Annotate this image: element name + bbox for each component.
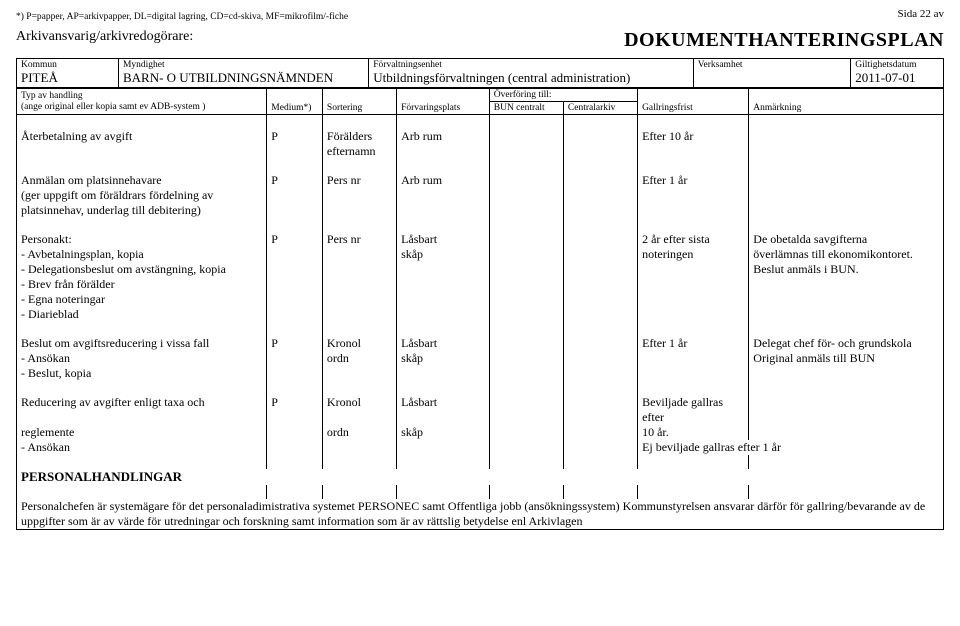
r4c3b: ordn	[322, 351, 396, 366]
r1c1: Återbetalning av avgift	[17, 129, 267, 144]
subheader-col6: Gallringsfrist	[638, 89, 749, 115]
r2c1a: Anmälan om platsinnehavare	[17, 173, 267, 188]
subheader-col5b: Centralarkiv	[563, 102, 637, 115]
r2c1c: platsinnehav, underlag till debitering)	[17, 203, 267, 218]
r3c1d: - Brev från förälder	[17, 277, 267, 292]
r3c7a: De obetalda savgifterna	[749, 232, 944, 247]
page-number: Sida 22 av	[898, 8, 944, 20]
r5c6a: Beviljade gallras efter	[638, 395, 749, 425]
verksamhet-label: Verksamhet	[698, 60, 847, 70]
r2c3: Pers nr	[322, 173, 396, 188]
kommun-value: PITEÅ	[21, 70, 114, 86]
r4c2: P	[267, 336, 323, 351]
r5c4a: Låsbart	[397, 395, 490, 425]
r3c6b: noteringen	[638, 247, 749, 262]
r3c3: Pers nr	[322, 232, 396, 247]
r1c2: P	[267, 129, 323, 144]
giltighetsdatum-label: Giltighetsdatum	[855, 60, 939, 70]
subheader-col7: Anmärkning	[749, 89, 944, 115]
subheader-col5top: Överföring till:	[489, 89, 637, 102]
subheader-col3: Sortering	[322, 89, 396, 115]
r4c4a: Låsbart	[397, 336, 490, 351]
section-title: PERSONALHANDLINGAR	[17, 469, 944, 485]
r4c7b: Original anmäls till BUN	[749, 351, 944, 366]
r3c7b: överlämnas till ekonomikontoret.	[749, 247, 944, 262]
r5c3a: Kronol	[322, 395, 396, 425]
r4c7a: Delegat chef för- och grundskola	[749, 336, 944, 351]
r1c6: Efter 10 år	[638, 129, 749, 144]
r4c4b: skåp	[397, 351, 490, 366]
r3c1e: - Egna noteringar	[17, 292, 267, 307]
r5c2: P	[267, 395, 323, 425]
r5c3b: ordn	[322, 425, 396, 440]
r3c4a: Låsbart	[397, 232, 490, 247]
r5c6c: Ej beviljade gallras efter 1 år	[638, 440, 944, 455]
subheader-table: Typ av handling (ange original eller kop…	[16, 88, 944, 115]
r5c1c: - Ansökan	[17, 440, 267, 455]
r5c1a: Reducering av avgifter enligt taxa och	[17, 395, 267, 425]
r5c6b: 10 år.	[638, 425, 749, 440]
r2c1b: (ger uppgift om föräldrars fördelning av	[17, 188, 267, 203]
myndighet-label: Myndighet	[123, 60, 364, 70]
forvaltningsenhet-value: Utbildningsförvaltningen (central admini…	[373, 70, 688, 86]
forvaltningsenhet-label: Förvaltningsenhet	[373, 60, 688, 70]
r4c6: Efter 1 år	[638, 336, 749, 351]
r1c4: Arb rum	[397, 129, 490, 144]
r4c1b: - Ansökan	[17, 351, 267, 366]
archive-responsible-label: Arkivansvarig/arkivredogörare:	[16, 29, 193, 44]
r3c1b: - Avbetalningsplan, kopia	[17, 247, 267, 262]
r2c2: P	[267, 173, 323, 188]
kommun-label: Kommun	[21, 60, 114, 70]
r4c1a: Beslut om avgiftsreducering i vissa fall	[17, 336, 267, 351]
r3c7c: Beslut anmäls i BUN.	[749, 262, 944, 277]
r2c6: Efter 1 år	[638, 173, 749, 188]
r1c3a: Förälders	[322, 129, 396, 144]
giltighetsdatum-value: 2011-07-01	[855, 70, 939, 86]
r3c6a: 2 år efter sista	[638, 232, 749, 247]
myndighet-value: BARN- O UTBILDNINGSNÄMNDEN	[123, 70, 364, 86]
r5c4b: skåp	[397, 425, 490, 440]
r1c3b: efternamn	[322, 144, 396, 159]
r3c4b: skåp	[397, 247, 490, 262]
footnote-text: *) P=papper, AP=arkivpapper, DL=digital …	[16, 12, 348, 22]
subheader-col1a: Typ av handling	[21, 91, 262, 101]
document-title: DOKUMENTHANTERINGSPLAN	[624, 29, 944, 52]
r3c1f: - Diarieblad	[17, 307, 267, 322]
body-table: Återbetalning av avgift P Förälders Arb …	[16, 115, 944, 530]
subheader-col1b: (ange original eller kopia samt ev ADB-s…	[21, 102, 262, 112]
r3c1c: - Delegationsbeslut om avstängning, kopi…	[17, 262, 267, 277]
r4c3a: Kronol	[322, 336, 396, 351]
subheader-col4: Förvaringsplats	[397, 89, 490, 115]
r2c4: Arb rum	[397, 173, 490, 188]
header-table: Kommun PITEÅ Myndighet BARN- O UTBILDNIN…	[16, 58, 944, 88]
r5c1b: reglemente	[17, 425, 267, 440]
footer-text: Personalchefen är systemägare för det pe…	[17, 499, 944, 530]
r4c1c: - Beslut, kopia	[17, 366, 267, 381]
r3c1a: Personakt:	[17, 232, 267, 247]
subheader-col5a: BUN centralt	[489, 102, 563, 115]
subheader-col2: Medium*)	[267, 89, 323, 115]
r3c2: P	[267, 232, 323, 247]
